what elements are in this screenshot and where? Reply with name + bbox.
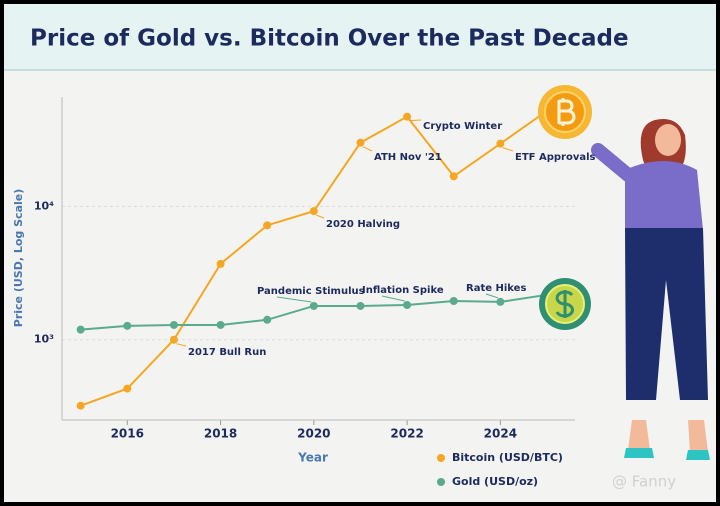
legend-marker <box>437 478 445 486</box>
data-point <box>309 301 318 310</box>
x-tick-label: 2022 <box>390 427 423 441</box>
data-point <box>309 207 318 216</box>
trousers <box>625 228 708 400</box>
data-point <box>403 112 412 121</box>
data-point <box>169 335 178 344</box>
background <box>4 4 716 502</box>
annotation-arrow <box>485 293 499 299</box>
arm <box>591 143 635 182</box>
y-axis-label: Price (USD, Log Scale) <box>12 189 25 327</box>
y-tick-label: 10³ <box>34 333 54 346</box>
data-point <box>123 321 132 330</box>
legs <box>628 420 708 452</box>
x-tick-label: 2020 <box>297 427 330 441</box>
data-point <box>449 297 458 306</box>
data-point <box>496 139 505 148</box>
data-point <box>263 315 272 324</box>
data-point <box>449 172 458 181</box>
data-point <box>76 325 85 334</box>
data-point <box>169 320 178 329</box>
chart-title: Price of Gold vs. Bitcoin Over the Past … <box>30 26 629 52</box>
arm <box>649 164 696 186</box>
x-tick-label: 2024 <box>484 427 517 441</box>
data-point <box>356 301 365 310</box>
title-bar <box>4 4 716 70</box>
annotation-arrow <box>276 296 312 303</box>
annotation: Rate Hikes <box>466 283 526 294</box>
data-point <box>216 259 225 268</box>
legend-label: Gold (USD/oz) <box>452 475 538 488</box>
data-point <box>216 320 225 329</box>
annotation-arrow <box>502 147 514 152</box>
illustration <box>591 119 710 460</box>
annotation: 2017 Bull Run <box>188 347 266 358</box>
annotation-arrow <box>362 146 373 152</box>
watermark: @ Fanny <box>612 473 676 491</box>
data-point <box>496 297 505 306</box>
data-point <box>356 138 365 147</box>
x-tick-label: 2016 <box>111 427 144 441</box>
legend-marker <box>437 454 445 462</box>
data-point <box>123 384 132 393</box>
data-point <box>403 301 412 310</box>
y-tick-label: 10⁴ <box>34 199 54 212</box>
bitcoin-coin <box>538 85 592 139</box>
annotation-arrow <box>409 119 422 122</box>
annotation: Crypto Winter <box>423 121 502 132</box>
shoes <box>624 448 710 460</box>
x-axis-label: Year <box>297 451 328 465</box>
coin-symbol <box>557 98 576 126</box>
annotation-arrow <box>316 214 325 219</box>
annotation: 2020 Halving <box>326 219 400 230</box>
plot-area: 10³ 10⁴ 2016 2018 2020 2022 2024 <box>34 97 575 441</box>
annotation: Inflation Spike <box>362 285 444 296</box>
x-tick-label: 2018 <box>204 427 237 441</box>
annotation: ATH Nov '21 <box>374 152 442 163</box>
legend-label: Bitcoin (USD/BTC) <box>452 451 563 464</box>
annotation: ETF Approvals <box>515 152 596 163</box>
face <box>655 124 681 156</box>
annotation: Pandemic Stimulus <box>257 286 365 297</box>
dollar-coin <box>539 278 591 330</box>
coin-symbol <box>555 290 575 318</box>
annotation-arrow <box>176 343 187 347</box>
annotation-arrow <box>381 295 405 302</box>
data-point <box>76 401 85 410</box>
data-point <box>263 221 272 230</box>
